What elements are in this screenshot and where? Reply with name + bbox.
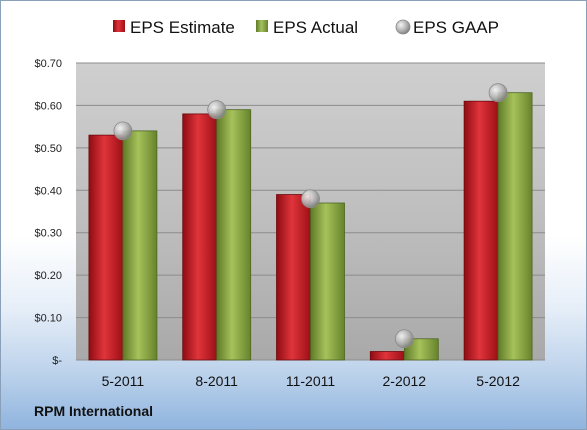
y-tick-label: $0.50 [34, 143, 62, 155]
bar-eps-actual [497, 92, 533, 361]
y-tick-label: $0.40 [34, 185, 62, 197]
marker-eps-gaap [394, 329, 414, 349]
legend-label: EPS Estimate [130, 18, 235, 37]
y-tick-label: $0.30 [34, 228, 62, 240]
bar-eps-actual [122, 130, 158, 361]
x-tick-label: 8-2011 [195, 373, 238, 389]
legend-swatch [256, 20, 268, 32]
marker-eps-gaap [301, 189, 320, 209]
bar-eps-actual [216, 109, 252, 361]
bar-eps-actual [403, 338, 439, 361]
x-tick-label: 2-2012 [383, 373, 427, 389]
x-tick-label: 11-2011 [286, 373, 336, 389]
bar-eps-estimate [88, 134, 124, 361]
bar-eps-estimate [463, 100, 499, 361]
marker-eps-gaap [113, 121, 133, 141]
bar-eps-estimate [369, 351, 405, 361]
bar-eps-estimate [182, 113, 218, 361]
bar-eps-actual [310, 202, 345, 361]
marker-eps-gaap [488, 83, 508, 103]
y-tick-label: $0.60 [34, 100, 62, 112]
y-tick-label: $0.20 [34, 270, 62, 282]
y-tick-label: $- [52, 355, 62, 367]
x-tick-label: 5-2011 [102, 373, 145, 389]
y-tick-label: $0.10 [34, 313, 62, 325]
legend-label: EPS Actual [273, 18, 358, 37]
y-tick-label: $0.70 [34, 58, 62, 70]
company-name: RPM International [34, 403, 154, 419]
marker-eps-gaap [207, 100, 227, 120]
x-tick-label: 5-2012 [476, 373, 520, 389]
legend-swatch [395, 19, 411, 35]
legend-swatch [113, 20, 125, 32]
legend-label: EPS GAAP [413, 18, 499, 37]
bar-eps-estimate [276, 194, 311, 361]
